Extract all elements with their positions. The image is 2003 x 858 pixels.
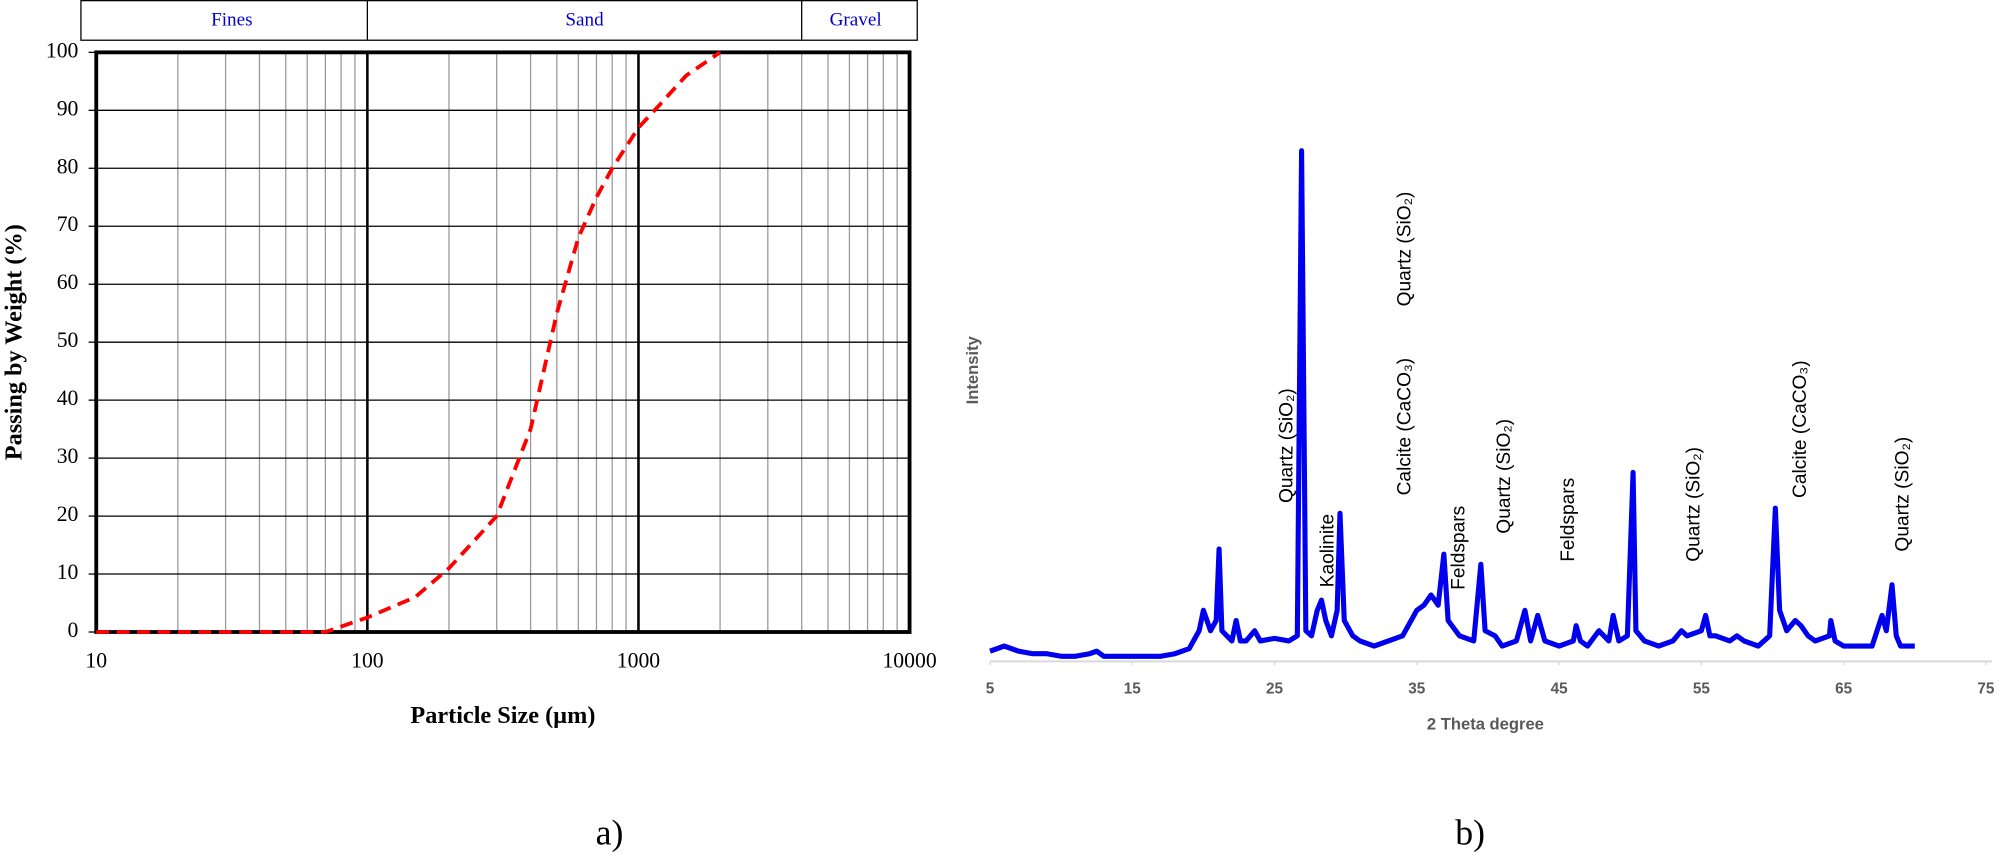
zone-header [80, 0, 918, 41]
y-tick-label: 30 [57, 444, 79, 468]
x-tick-label: 10000 [882, 649, 936, 673]
zone-label: Sand [565, 9, 604, 30]
x-tick-label: 10 [85, 649, 107, 673]
peak-annotation: Quartz (SiO₂) [1892, 437, 1913, 552]
peak-annotation: Quartz (SiO₂) [1683, 447, 1704, 562]
x-tick-label: 5 [986, 681, 995, 698]
y-tick-label: 50 [57, 328, 79, 352]
y-tick-label: 40 [57, 386, 79, 410]
peak-annotation: Feldspars [1449, 506, 1470, 590]
y-tick-label: 0 [68, 618, 79, 642]
chart: 5 15 25 35 45 55 65 75 2 Theta degree Intensity Qu… [963, 148, 1995, 852]
x-tick-label: 100 [351, 649, 384, 673]
x-tick-label: 15 [1124, 681, 1142, 698]
y-tick-label: 60 [57, 270, 79, 294]
x-tick-label: 1000 [617, 649, 661, 673]
peak-annotation: Kaolinite [1318, 514, 1339, 587]
data-line [96, 50, 722, 634]
panel-label: b) [1455, 812, 1485, 852]
x-tick-label: 55 [1693, 681, 1711, 698]
peak-annotation: Quartz (SiO₂) [1276, 388, 1297, 503]
zone-label: Gravel [830, 9, 882, 30]
y-tick-label: 70 [57, 212, 79, 236]
panel-label: a) [596, 812, 624, 852]
peak-annotation: Calcite (CaCO₃) [1395, 358, 1416, 496]
y-tick-label: 80 [57, 154, 79, 178]
x-tick-label: 75 [1977, 681, 1995, 698]
data-line [989, 148, 1915, 659]
x-tick-label: 35 [1408, 681, 1426, 698]
y-axis-label: Intensity [963, 335, 982, 404]
peak-annotation: Quartz (SiO₂) [1494, 419, 1515, 534]
y-tick-label: 20 [57, 502, 79, 526]
y-tick-label: 10 [57, 560, 79, 584]
y-tick-label: 100 [46, 38, 79, 62]
y-tick-label: 90 [57, 96, 79, 120]
plot-frame [94, 50, 912, 634]
y-axis-label: Passing by Weight (%) [0, 224, 27, 460]
peak-annotation: Feldspars [1558, 478, 1579, 562]
x-tick-label: 25 [1266, 681, 1284, 698]
x-axis-label: Particle Size (µm) [410, 702, 595, 729]
zone-label: Fines [211, 9, 252, 30]
peak-annotation: Quartz (SiO₂) [1395, 192, 1416, 307]
x-axis-label: 2 Theta degree [1427, 715, 1544, 734]
x-tick-label: 65 [1835, 681, 1853, 698]
x-tick-label: 45 [1551, 681, 1569, 698]
peak-annotation: Calcite (CaCO₃) [1790, 360, 1811, 498]
